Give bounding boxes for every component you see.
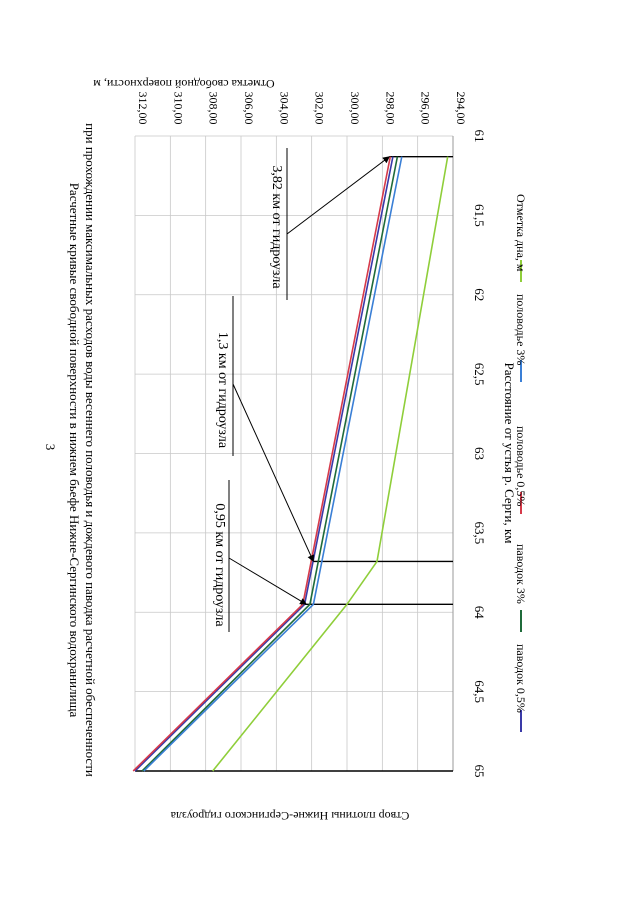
y-tick-label: 304,00 — [277, 92, 291, 125]
y-tick-label: 296,00 — [419, 92, 433, 125]
series-line — [134, 156, 394, 772]
x-tick-label: 61 — [472, 130, 487, 143]
y-tick-label: 294,00 — [454, 92, 468, 125]
y-axis-label: Отметка свободной поверхности, м — [93, 77, 275, 91]
series-line — [143, 156, 403, 772]
chart-title-line-2: при прохождении максимальных расходов во… — [83, 123, 98, 777]
annotation-label: 0,95 км от гидроузла — [212, 503, 227, 627]
y-tick-label: 310,00 — [171, 92, 185, 125]
annotation-arrow — [232, 383, 315, 563]
series-line — [141, 156, 399, 772]
x-tick-label: 64 — [472, 606, 487, 620]
annotation-arrow — [286, 156, 390, 235]
annotation-label: 3,82 км от гидроузла — [269, 165, 284, 289]
x-tick-label: 62,5 — [472, 363, 487, 386]
series-line — [132, 156, 392, 772]
x-tick-label: 62 — [472, 288, 487, 301]
x-tick-label: 63,5 — [472, 522, 487, 545]
y-tick-label: 306,00 — [242, 92, 256, 125]
x-axis-label: Расстояние от устья р. Серги, км — [502, 362, 517, 543]
x-tick-label: 63 — [472, 447, 487, 460]
dam-section-label: Створ плотины Нижне-Сергинского гидроузл… — [170, 809, 409, 823]
y-tick-label: 308,00 — [207, 92, 221, 125]
legend-label: паводок 3% — [514, 544, 528, 604]
plot-area: 65 64,5 64 63,5 63 62,5 62 61,5 61 294,00 296,00 29… — [132, 92, 487, 778]
x-tick-label: 61,5 — [472, 204, 487, 227]
annotation-label: 1,3 км от гидроузла — [215, 332, 230, 449]
y-tick-label: 300,00 — [348, 92, 362, 125]
y-tick-label: 312,00 — [136, 92, 150, 125]
legend-label: паводок 0,5% — [514, 644, 528, 713]
legend-label: половодье 3% — [514, 294, 528, 365]
y-tick-label: 302,00 — [313, 92, 327, 125]
y-tick-label: 298,00 — [383, 92, 397, 125]
series-line — [212, 156, 449, 772]
annotation-arrow — [228, 557, 307, 605]
legend-label: Отметка дна, м — [514, 194, 528, 272]
legend-label: половодье 0,5% — [514, 426, 528, 506]
x-tick-label: 64,5 — [472, 680, 487, 703]
page-number: 3 — [43, 444, 58, 451]
legend: паводок 0,5% паводок 3% половодье 0,5% поло… — [514, 194, 528, 732]
chart-title-line-1: Расчетные кривые свободной поверхности в… — [67, 183, 82, 718]
x-tick-label: 65 — [472, 765, 487, 778]
